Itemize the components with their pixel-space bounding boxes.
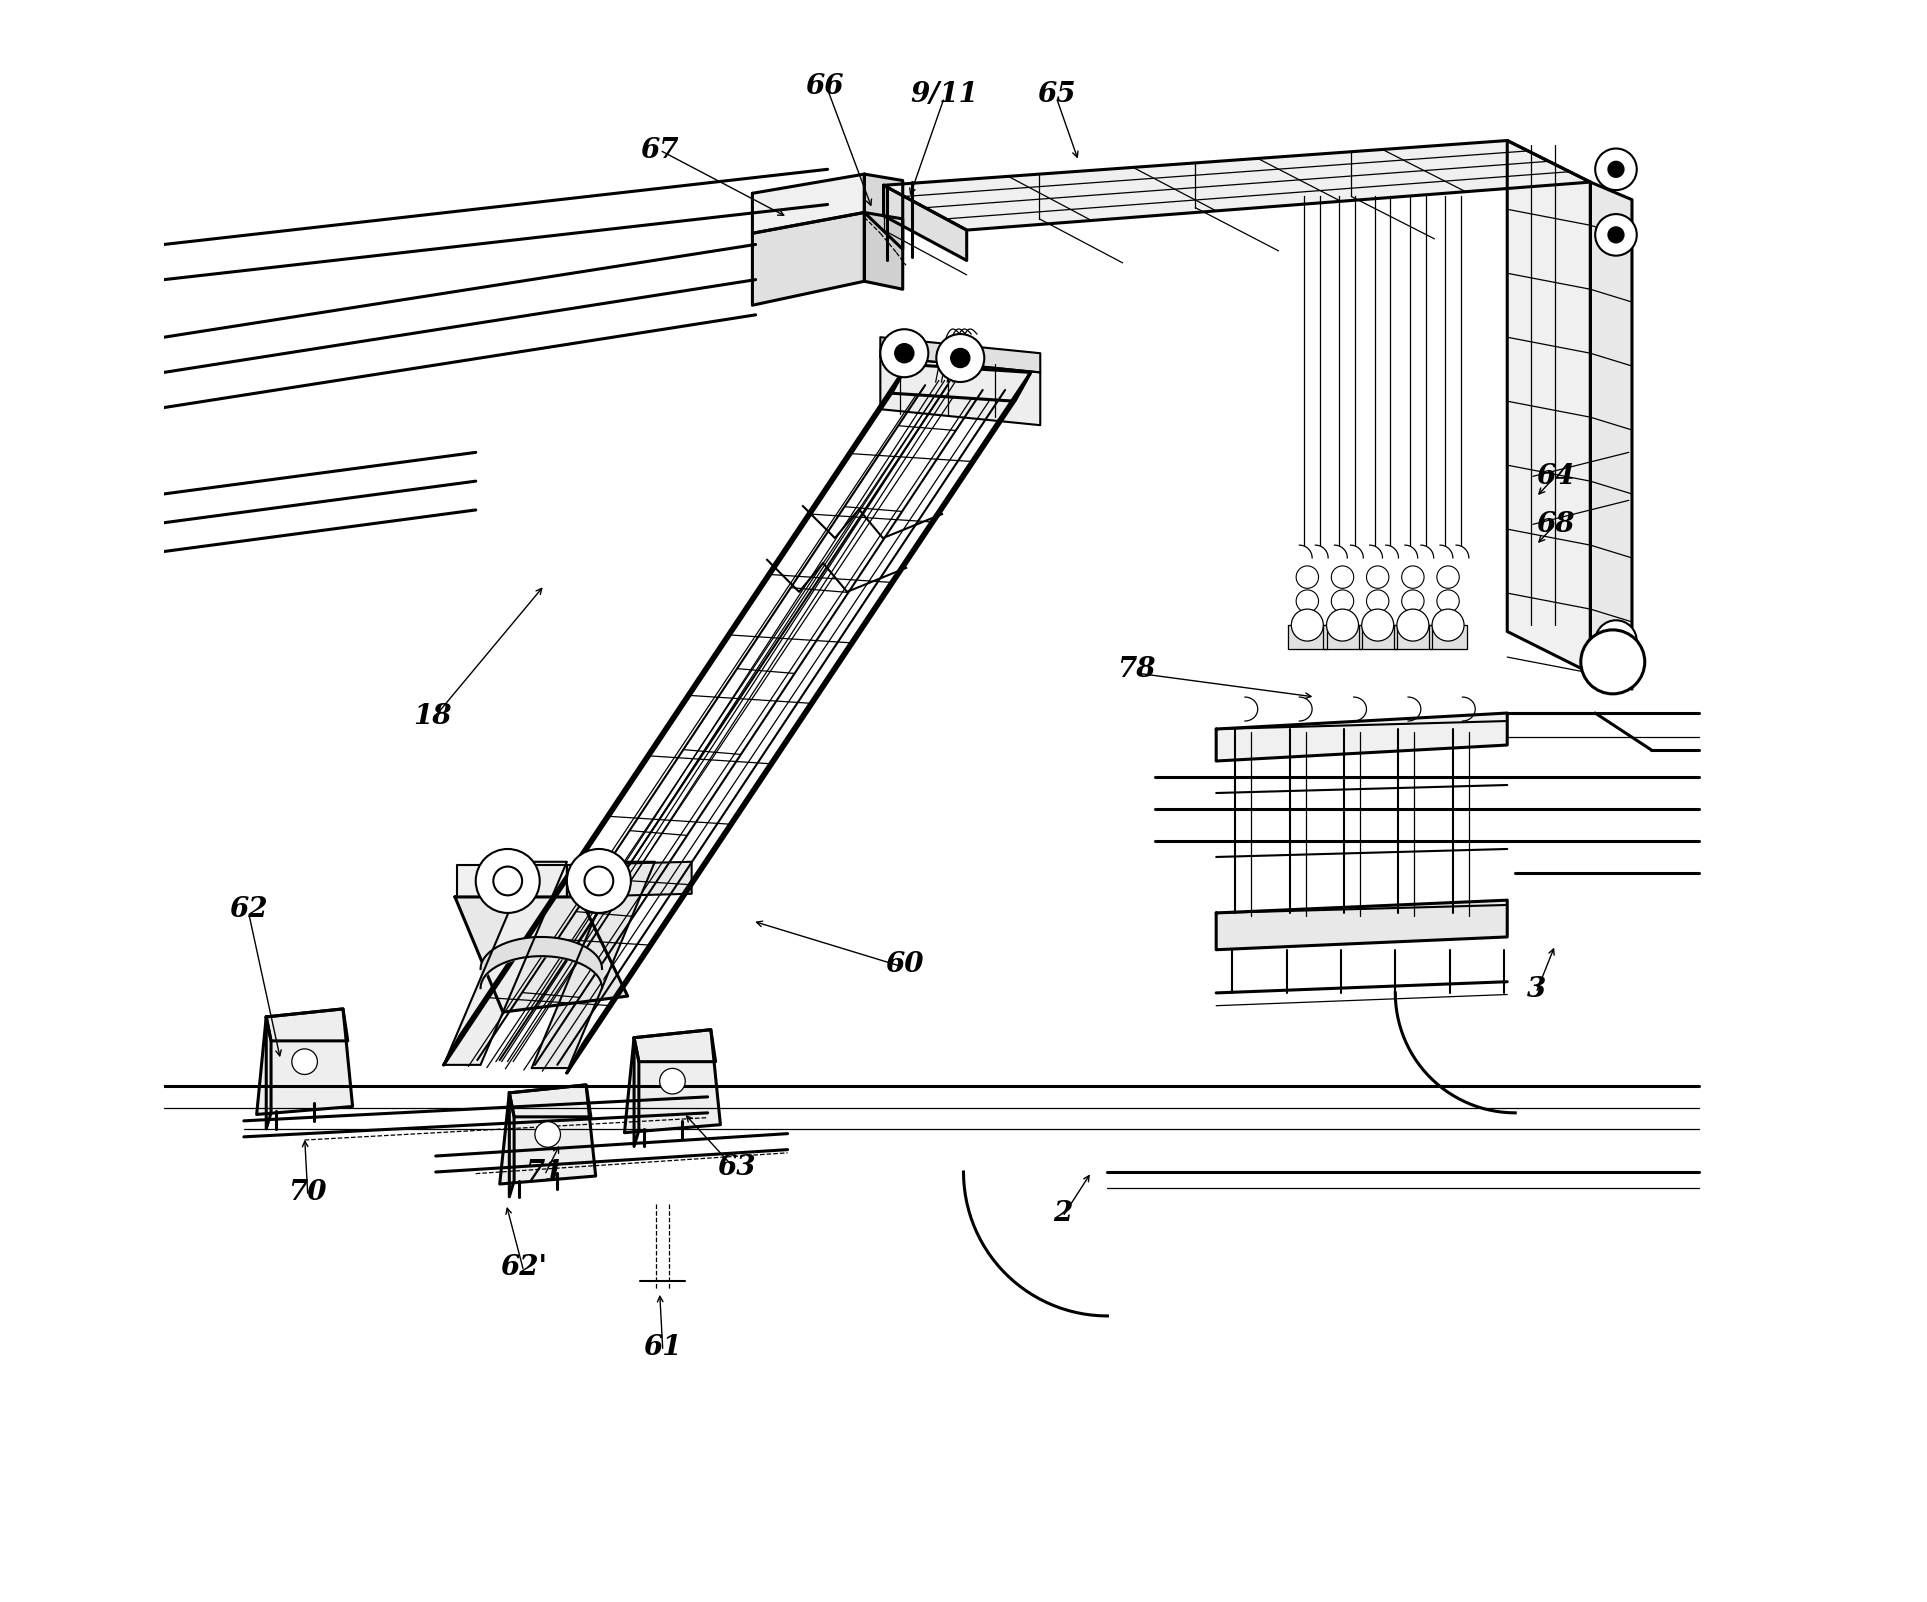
Circle shape: [1438, 566, 1459, 588]
Polygon shape: [634, 1030, 715, 1062]
Polygon shape: [532, 862, 655, 1069]
Polygon shape: [624, 1030, 721, 1133]
Circle shape: [1401, 566, 1424, 588]
Circle shape: [1362, 609, 1393, 641]
Polygon shape: [865, 213, 902, 290]
Text: 71: 71: [526, 1158, 565, 1185]
Polygon shape: [1216, 900, 1507, 950]
Circle shape: [1297, 590, 1318, 612]
Text: 2: 2: [1052, 1200, 1071, 1227]
Circle shape: [1397, 609, 1430, 641]
Circle shape: [1366, 590, 1389, 612]
Circle shape: [1607, 227, 1624, 244]
Polygon shape: [1287, 625, 1326, 649]
Polygon shape: [1430, 625, 1466, 649]
Circle shape: [881, 330, 929, 376]
Circle shape: [1401, 590, 1424, 612]
Polygon shape: [752, 175, 865, 234]
Circle shape: [950, 348, 969, 367]
Polygon shape: [1590, 641, 1632, 686]
Text: 62': 62': [501, 1254, 547, 1282]
Circle shape: [894, 343, 913, 362]
Text: 9/11: 9/11: [910, 80, 979, 107]
Circle shape: [476, 849, 540, 913]
Polygon shape: [266, 1009, 347, 1041]
Circle shape: [1332, 590, 1353, 612]
Text: 62: 62: [229, 896, 268, 923]
Text: 78: 78: [1118, 657, 1156, 684]
Circle shape: [1297, 614, 1318, 636]
Polygon shape: [266, 1017, 272, 1129]
Text: 68: 68: [1536, 511, 1574, 538]
Text: 66: 66: [805, 72, 844, 99]
Circle shape: [584, 867, 613, 896]
Polygon shape: [457, 865, 567, 897]
Polygon shape: [1590, 183, 1632, 689]
Polygon shape: [443, 364, 908, 1065]
Circle shape: [1438, 590, 1459, 612]
Polygon shape: [892, 364, 1031, 400]
Polygon shape: [1324, 625, 1362, 649]
Circle shape: [1401, 614, 1424, 636]
Polygon shape: [256, 1009, 353, 1115]
Polygon shape: [1359, 625, 1397, 649]
Polygon shape: [1216, 713, 1507, 761]
Text: 3: 3: [1526, 976, 1545, 1003]
Circle shape: [1438, 614, 1459, 636]
Text: 64: 64: [1536, 463, 1574, 490]
Circle shape: [1432, 609, 1465, 641]
Polygon shape: [881, 356, 1041, 425]
Text: 18: 18: [412, 703, 451, 731]
Circle shape: [1596, 620, 1636, 662]
Circle shape: [659, 1069, 686, 1094]
Circle shape: [1596, 149, 1636, 191]
Circle shape: [937, 335, 985, 381]
Circle shape: [1332, 566, 1353, 588]
Circle shape: [1580, 630, 1646, 694]
Circle shape: [1596, 215, 1636, 256]
Polygon shape: [865, 175, 902, 250]
Circle shape: [1291, 609, 1324, 641]
Polygon shape: [881, 338, 1041, 372]
Circle shape: [1297, 566, 1318, 588]
Polygon shape: [884, 186, 967, 261]
Circle shape: [1607, 633, 1624, 649]
Circle shape: [291, 1049, 318, 1075]
Polygon shape: [567, 372, 1031, 1073]
Circle shape: [536, 1121, 561, 1147]
Text: 63: 63: [717, 1153, 755, 1181]
Polygon shape: [455, 897, 628, 1012]
Text: 61: 61: [644, 1334, 682, 1362]
Circle shape: [1366, 614, 1389, 636]
Circle shape: [1326, 609, 1359, 641]
Polygon shape: [499, 1085, 595, 1184]
Polygon shape: [509, 1093, 515, 1197]
Circle shape: [1607, 162, 1624, 178]
Circle shape: [1366, 566, 1389, 588]
Polygon shape: [1393, 625, 1432, 649]
Text: 67: 67: [640, 136, 678, 163]
Polygon shape: [567, 862, 692, 897]
Circle shape: [493, 867, 522, 896]
Circle shape: [567, 849, 630, 913]
Polygon shape: [752, 213, 865, 306]
Polygon shape: [443, 862, 567, 1065]
Text: 60: 60: [884, 950, 923, 977]
Polygon shape: [884, 141, 1590, 231]
Polygon shape: [1507, 141, 1590, 673]
Polygon shape: [509, 1085, 592, 1117]
Text: 70: 70: [289, 1179, 328, 1206]
Circle shape: [1332, 614, 1353, 636]
Polygon shape: [634, 1038, 640, 1147]
Text: 65: 65: [1037, 80, 1075, 107]
